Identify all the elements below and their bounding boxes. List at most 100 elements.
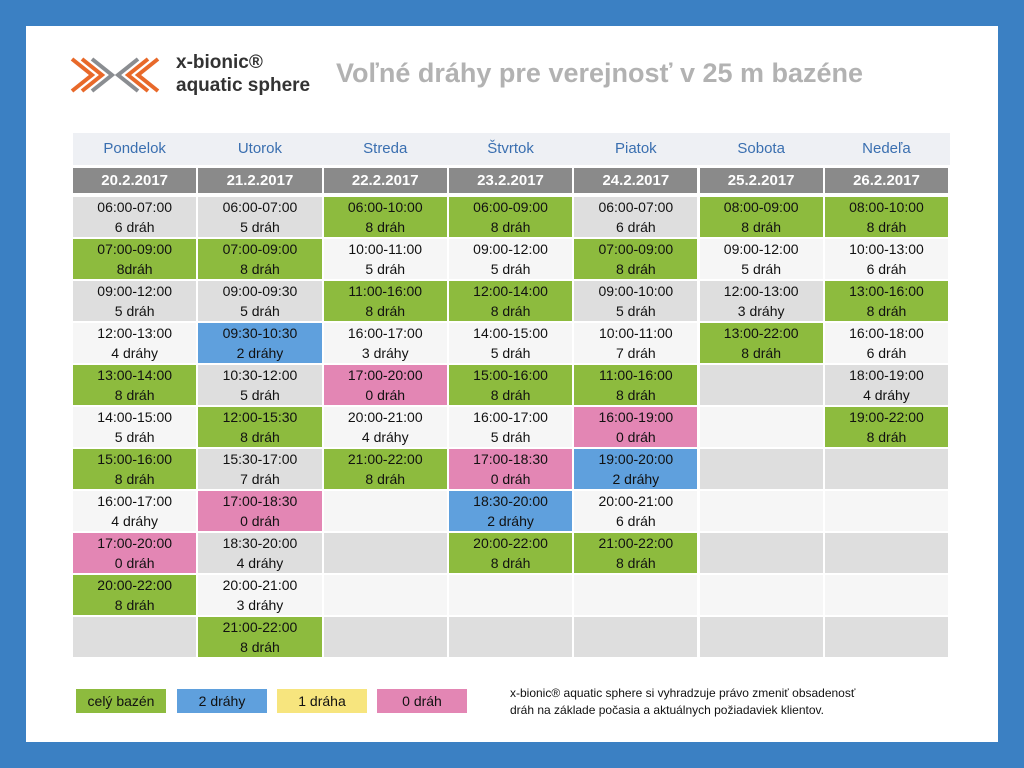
brand-line2: aquatic sphere [176,75,311,96]
slot-cell: 09:00-10:00 5 dráh [574,281,698,321]
day-name: Nedeľa [862,140,911,157]
slot-cell: 09:30-10:30 2 dráhy [198,323,322,363]
slot-lanes: 8 dráh [615,387,656,403]
slot-time: 17:00-20:00 [347,367,423,383]
slot-lanes: 8 dráh [365,303,406,319]
slot-cell: 20:00-21:00 6 dráh [574,491,698,531]
slot-time: 10:30-12:00 [222,367,298,383]
slot-cell: 18:30-20:00 4 dráhy [198,533,322,573]
day-name: Štvrtok [487,140,534,157]
empty-cell [323,533,447,573]
slot-cell: 17:00-20:00 0 dráh [323,365,447,405]
slot-time: 12:00-14:00 [473,283,548,299]
empty-cell [73,617,197,657]
slot-lanes: 6 dráh [866,345,907,361]
slot-lanes: 2 dráhy [487,513,534,529]
slot-cell: 15:30-17:00 7 dráh [198,449,322,489]
logo-icon [70,57,160,93]
date-cell: 21.2.2017 [198,168,322,193]
slot-lanes: 0 dráh [615,429,656,445]
empty-cell [824,617,949,657]
empty-cell [699,407,823,447]
slot-lanes: 8 dráh [114,387,155,403]
slot-time: 12:00-13:00 [723,283,799,299]
slot-lanes: 4 dráhy [111,345,158,361]
slot-cell: 07:00-09:00 8 dráh [574,239,698,279]
slot-cell: 09:00-12:00 5 dráh [448,239,573,279]
slot-lanes: 6 dráh [615,513,656,529]
slot-time: 12:00-13:00 [97,325,173,341]
slot-lanes: 0 dráh [240,513,280,529]
slot-lanes: 3 dráhy [236,597,284,613]
slot-time: 10:00-11:00 [348,241,423,257]
slot-time: 20:00-21:00 [347,409,423,425]
slot-cell: 18:00-19:00 4 dráhy [824,365,949,405]
slot-cell: 10:00-13:00 6 dráh [824,239,949,279]
slot-cell: 10:00-11:00 7 dráh [574,323,698,363]
slot-time: 06:00-09:00 [473,199,548,215]
slot-cell: 10:00-11:00 5 dráh [323,239,447,279]
note-line2: dráh na základe počasia a aktuálnych pož… [510,703,824,717]
slot-lanes: 5 dráh [490,345,531,361]
slot-cell: 16:00-17:00 4 dráhy [73,491,197,531]
slot-time: 11:00-16:00 [348,283,423,299]
slot-lanes: 8 dráh [240,261,280,277]
slot-cell: 09:00-12:00 5 dráh [73,281,197,321]
slot-time: 17:00-18:30 [473,451,548,467]
slot-cell: 12:00-13:00 4 dráhy [73,323,197,363]
slot-time: 09:00-10:00 [598,283,674,299]
slot-lanes: 5 dráh [615,303,656,319]
empty-cell [699,449,823,489]
slot-lanes: 3 dráhy [361,345,409,361]
slot-time: 16:00-18:00 [849,325,924,341]
slot-cell: 16:00-19:00 0 dráh [574,407,698,447]
slot-cell: 21:00-22:00 8 dráh [198,617,322,657]
slot-time: 13:00-16:00 [849,283,924,299]
slot-lanes: 8 dráh [490,387,531,403]
slot-time: 14:00-15:00 [97,409,173,425]
slot-time: 08:00-09:00 [723,199,799,215]
slot-lanes: 5 dráh [490,429,531,445]
slot-cell: 20:00-22:00 8 dráh [448,533,573,573]
slot-cell: 16:00-17:00 3 dráhy [323,323,447,363]
slot-cell: 14:00-15:00 5 dráh [448,323,573,363]
day-name: Streda [363,140,408,157]
slot-lanes: 2 dráhy [612,471,660,487]
legend-item: 1 dráha [277,689,367,713]
slot-time: 19:00-22:00 [849,409,924,425]
slot-cell: 12:00-13:00 3 dráhy [699,281,823,321]
slot-cell: 09:00-12:00 5 dráh [699,239,823,279]
slot-time: 07:00-09:00 [222,241,298,257]
day-name: Pondelok [103,140,166,157]
date-cell: 23.2.2017 [448,168,573,193]
slot-time: 20:00-22:00 [473,535,548,551]
empty-cell [323,491,447,531]
date-cell: 25.2.2017 [699,168,823,193]
slot-lanes: 8 dráh [615,261,656,277]
slot-time: 18:30-20:00 [473,493,548,509]
slot-time: 06:00-07:00 [97,199,173,215]
slot-cell: 19:00-22:00 8 dráh [824,407,949,447]
slot-lanes: 5 dráh [114,429,155,445]
slot-time: 06:00-10:00 [347,199,423,215]
empty-cell [699,533,823,573]
slot-time: 06:00-07:00 [222,199,298,215]
slot-time: 20:00-22:00 [97,577,173,593]
slot-time: 16:00-19:00 [598,409,674,425]
slot-time: 13:00-14:00 [97,367,173,383]
slot-time: 09:00-12:00 [723,241,799,257]
slot-time: 18:30-20:00 [222,535,298,551]
slot-cell: 15:00-16:00 8 dráh [73,449,197,489]
slot-lanes: 5 dráh [365,261,406,277]
date-cell: 22.2.2017 [323,168,447,193]
slot-cell: 07:00-09:00 8dráh [73,239,197,279]
slot-lanes: 8 dráh [741,219,781,235]
slot-lanes: 8 dráh [365,219,406,235]
slot-lanes: 6 dráh [114,219,155,235]
empty-cell [574,617,698,657]
slot-time: 14:00-15:00 [473,325,548,341]
slot-lanes: 0 dráh [365,387,406,403]
empty-cell [824,449,949,489]
slot-cell: 06:00-07:00 5 dráh [198,197,322,237]
slot-cell: 20:00-21:00 3 dráhy [198,575,322,615]
